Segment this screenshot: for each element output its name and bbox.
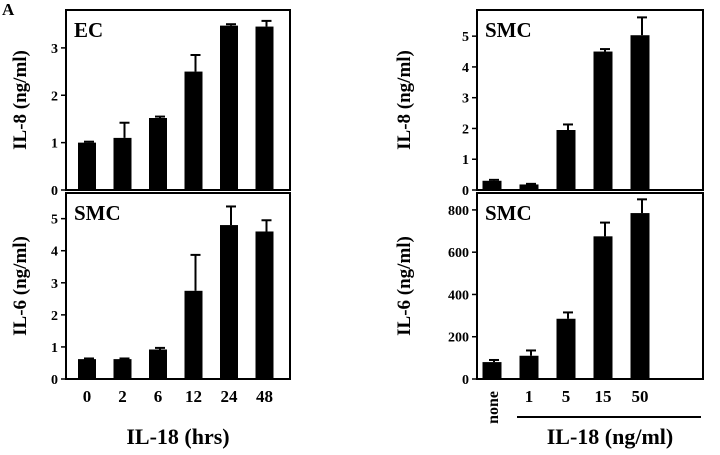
y-tick-label: 800: [448, 204, 469, 219]
y-axis-label: IL-6 (ng/ml): [394, 236, 415, 336]
bar: [519, 355, 539, 379]
bar: [593, 51, 613, 191]
y-tick-label: 1: [462, 153, 469, 168]
y-tick-label: 5: [51, 213, 58, 228]
y-axis-label: IL-8 (ng/ml): [394, 50, 415, 150]
y-tick-label: 0: [462, 373, 469, 388]
y-tick-label: 2: [462, 122, 469, 137]
bar: [149, 349, 167, 379]
bar: [556, 130, 576, 190]
bar: [113, 137, 132, 190]
bar: [482, 180, 502, 190]
y-axis-label: IL-8 (ng/ml): [10, 50, 31, 150]
y-tick-label: 1: [51, 341, 58, 356]
bar: [255, 231, 274, 379]
y-tick-label: 3: [462, 92, 469, 107]
plot-frame: [65, 9, 291, 191]
x-tick-label: 48: [256, 387, 273, 406]
bar: [220, 225, 238, 379]
bar: [113, 359, 132, 379]
chart-title: SMC: [485, 201, 532, 225]
y-tick-label: 0: [462, 184, 469, 199]
bar: [184, 290, 203, 379]
bar: [220, 25, 238, 191]
x-axis-label: IL-18 (ng/ml): [547, 424, 674, 449]
y-tick-label: 1: [51, 137, 58, 152]
x-tick-label: 1: [525, 387, 534, 406]
x-tick-label: 5: [562, 387, 571, 406]
y-tick-label: 3: [51, 42, 58, 57]
bar: [556, 318, 576, 379]
bar: [593, 236, 613, 379]
y-tick-label: 0: [51, 184, 58, 199]
chart-title: SMC: [485, 18, 532, 42]
bar: [630, 35, 650, 190]
bar: [78, 359, 96, 379]
y-tick-label: 3: [51, 277, 58, 292]
x-tick-label: 50: [632, 387, 649, 406]
y-tick-label: 2: [51, 309, 58, 324]
y-tick-label: 4: [462, 61, 469, 76]
x-axis-label: IL-18 (hrs): [126, 424, 229, 449]
chart-title: EC: [74, 18, 103, 42]
chart-smc-il8-dose: SMC 0 1 2 3 4 5 IL-8 (ng/ml): [394, 9, 704, 199]
x-tick-label: 12: [185, 387, 202, 406]
plot-frame: [476, 192, 704, 380]
plot-frame: [65, 192, 291, 380]
bar: [255, 26, 274, 190]
panel-label: A: [2, 0, 15, 19]
x-tick-label: none: [485, 391, 502, 424]
bar: [149, 118, 167, 190]
chart-title: SMC: [74, 201, 121, 225]
y-tick-label: 400: [448, 288, 469, 303]
y-tick-label: 200: [448, 331, 469, 346]
bar: [519, 184, 539, 190]
y-tick-label: 2: [51, 89, 58, 104]
y-tick-label: 600: [448, 246, 469, 261]
y-tick-label: 0: [51, 373, 58, 388]
plot-frame: [476, 9, 704, 191]
x-tick-label: 2: [118, 387, 127, 406]
x-tick-label: 6: [154, 387, 163, 406]
chart-ec-il8: EC 0 1 2 3 IL-8 (ng/ml): [10, 9, 291, 199]
bar: [482, 362, 502, 379]
bar: [630, 213, 650, 379]
bar: [184, 71, 203, 190]
bar: [78, 142, 96, 190]
x-tick-label: 15: [595, 387, 612, 406]
y-tick-label: 4: [51, 245, 58, 260]
y-tick-label: 5: [462, 30, 469, 45]
x-tick-label: 0: [83, 387, 92, 406]
x-tick-label: 24: [221, 387, 239, 406]
y-axis-label: IL-6 (ng/ml): [10, 236, 31, 336]
